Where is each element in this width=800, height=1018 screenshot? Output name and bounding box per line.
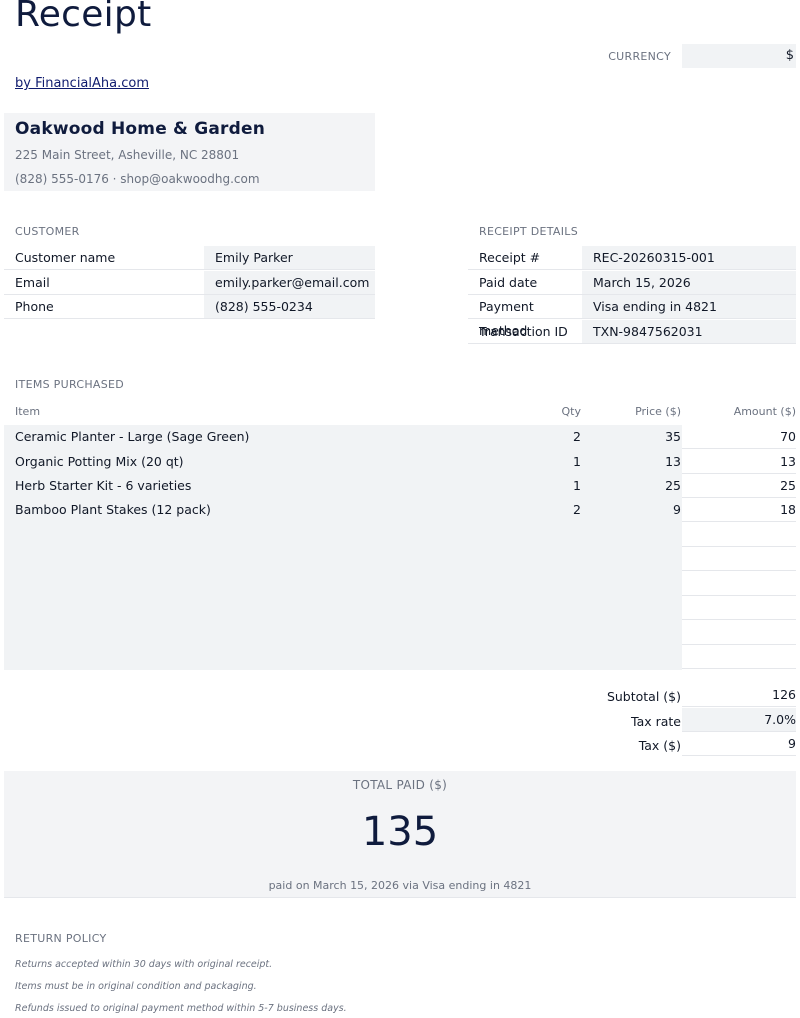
payment-method-key: Payment method (468, 295, 582, 338)
amount-column-header: Amount ($) (733, 405, 796, 418)
customer-email-value[interactable]: emily.parker@email.com (204, 271, 375, 295)
subtotal-value: 126 (682, 683, 796, 707)
company-name: Oakwood Home & Garden (15, 119, 266, 139)
item-name[interactable]: Bamboo Plant Stakes (12 pack) (15, 502, 211, 517)
currency-label: CURRENCY (608, 50, 671, 63)
item-price[interactable]: 9 (673, 502, 681, 517)
empty-amount-cell (682, 596, 796, 620)
table-row: Herb Starter Kit - 6 varieties 1 25 25 (4, 474, 796, 498)
item-amount-cell: 70 (682, 425, 796, 449)
table-row: Organic Potting Mix (20 qt) 1 13 13 (4, 450, 796, 474)
item-price[interactable]: 25 (665, 478, 681, 493)
item-amount-cell: 13 (682, 450, 796, 474)
item-price[interactable]: 35 (665, 429, 681, 444)
company-address: 225 Main Street, Asheville, NC 28801 (15, 148, 240, 162)
item-qty[interactable]: 2 (573, 502, 581, 517)
payment-method-value[interactable]: Visa ending in 4821 (582, 295, 796, 319)
details-row: Transaction ID TXN-9847562031 (468, 320, 796, 344)
empty-amount-cell (682, 645, 796, 669)
items-section-label: ITEMS PURCHASED (15, 378, 125, 391)
item-amount: 18 (780, 502, 796, 517)
company-block: Oakwood Home & Garden 225 Main Street, A… (4, 113, 375, 191)
policy-line: Returns accepted within 30 days with ori… (15, 959, 273, 970)
item-qty[interactable]: 1 (573, 478, 581, 493)
page-title: Receipt (15, 0, 152, 35)
table-row: Bamboo Plant Stakes (12 pack) 2 9 18 (4, 498, 796, 522)
item-qty[interactable]: 2 (573, 429, 581, 444)
customer-row: Customer name Emily Parker (4, 246, 375, 270)
tax-rate-label: Tax rate (631, 714, 681, 729)
customer-name-value[interactable]: Emily Parker (204, 246, 375, 270)
item-price[interactable]: 13 (665, 454, 681, 469)
customer-phone-value[interactable]: (828) 555-0234 (204, 295, 375, 319)
details-row: Paid date March 15, 2026 (468, 271, 796, 295)
item-qty[interactable]: 1 (573, 454, 581, 469)
details-row: Receipt # REC-20260315-001 (468, 246, 796, 270)
total-paid-box: TOTAL PAID ($) 135 paid on March 15, 202… (4, 771, 796, 898)
subtotal-label: Subtotal ($) (606, 689, 681, 704)
empty-amount-cell (682, 523, 796, 547)
item-amount: 70 (780, 429, 796, 444)
customer-phone-key: Phone (4, 295, 204, 319)
item-name[interactable]: Ceramic Planter - Large (Sage Green) (15, 429, 250, 444)
item-amount: 13 (780, 454, 796, 469)
currency-field[interactable]: $ (682, 44, 796, 68)
policy-section-label: RETURN POLICY (15, 932, 107, 945)
paid-date-key: Paid date (468, 271, 582, 295)
total-paid-amount: 135 (361, 809, 439, 855)
transaction-id-key: Transaction ID (468, 320, 582, 344)
item-column-header: Item (15, 405, 41, 418)
empty-amount-cell (682, 621, 796, 645)
details-row: Payment method Visa ending in 4821 (468, 295, 796, 338)
tax-rate-field[interactable]: 7.0% (682, 708, 796, 732)
receipt-number-key: Receipt # (468, 246, 582, 270)
customer-name-key: Customer name (4, 246, 204, 270)
total-paid-note: paid on March 15, 2026 via Visa ending i… (268, 879, 532, 892)
receipt-number-value[interactable]: REC-20260315-001 (582, 246, 796, 270)
tax-value: 9 (682, 732, 796, 756)
customer-section-label: CUSTOMER (15, 225, 80, 238)
customer-row: Email emily.parker@email.com (4, 271, 375, 295)
item-name[interactable]: Herb Starter Kit - 6 varieties (15, 478, 192, 493)
empty-amount-cell (682, 572, 796, 596)
details-section-label: RECEIPT DETAILS (479, 225, 578, 238)
item-amount: 25 (780, 478, 796, 493)
policy-line: Refunds issued to original payment metho… (15, 1003, 347, 1014)
empty-amount-cell (682, 547, 796, 571)
item-amount-cell: 25 (682, 474, 796, 498)
transaction-id-value[interactable]: TXN-9847562031 (582, 320, 796, 344)
item-name[interactable]: Organic Potting Mix (20 qt) (15, 454, 184, 469)
qty-column-header: Qty (561, 405, 581, 418)
table-row: Ceramic Planter - Large (Sage Green) 2 3… (4, 425, 796, 449)
paid-date-value[interactable]: March 15, 2026 (582, 271, 796, 295)
tax-label: Tax ($) (638, 738, 681, 753)
price-column-header: Price ($) (635, 405, 681, 418)
policy-line: Items must be in original condition and … (15, 981, 257, 992)
byline-link[interactable]: by FinancialAha.com (15, 76, 149, 91)
customer-row: Phone (828) 555-0234 (4, 295, 375, 319)
item-amount-cell: 18 (682, 498, 796, 522)
total-paid-label: TOTAL PAID ($) (352, 778, 448, 792)
customer-email-key: Email (4, 271, 204, 295)
items-table-body (4, 425, 682, 670)
company-contact: (828) 555-0176 · shop@oakwoodhg.com (15, 172, 260, 186)
